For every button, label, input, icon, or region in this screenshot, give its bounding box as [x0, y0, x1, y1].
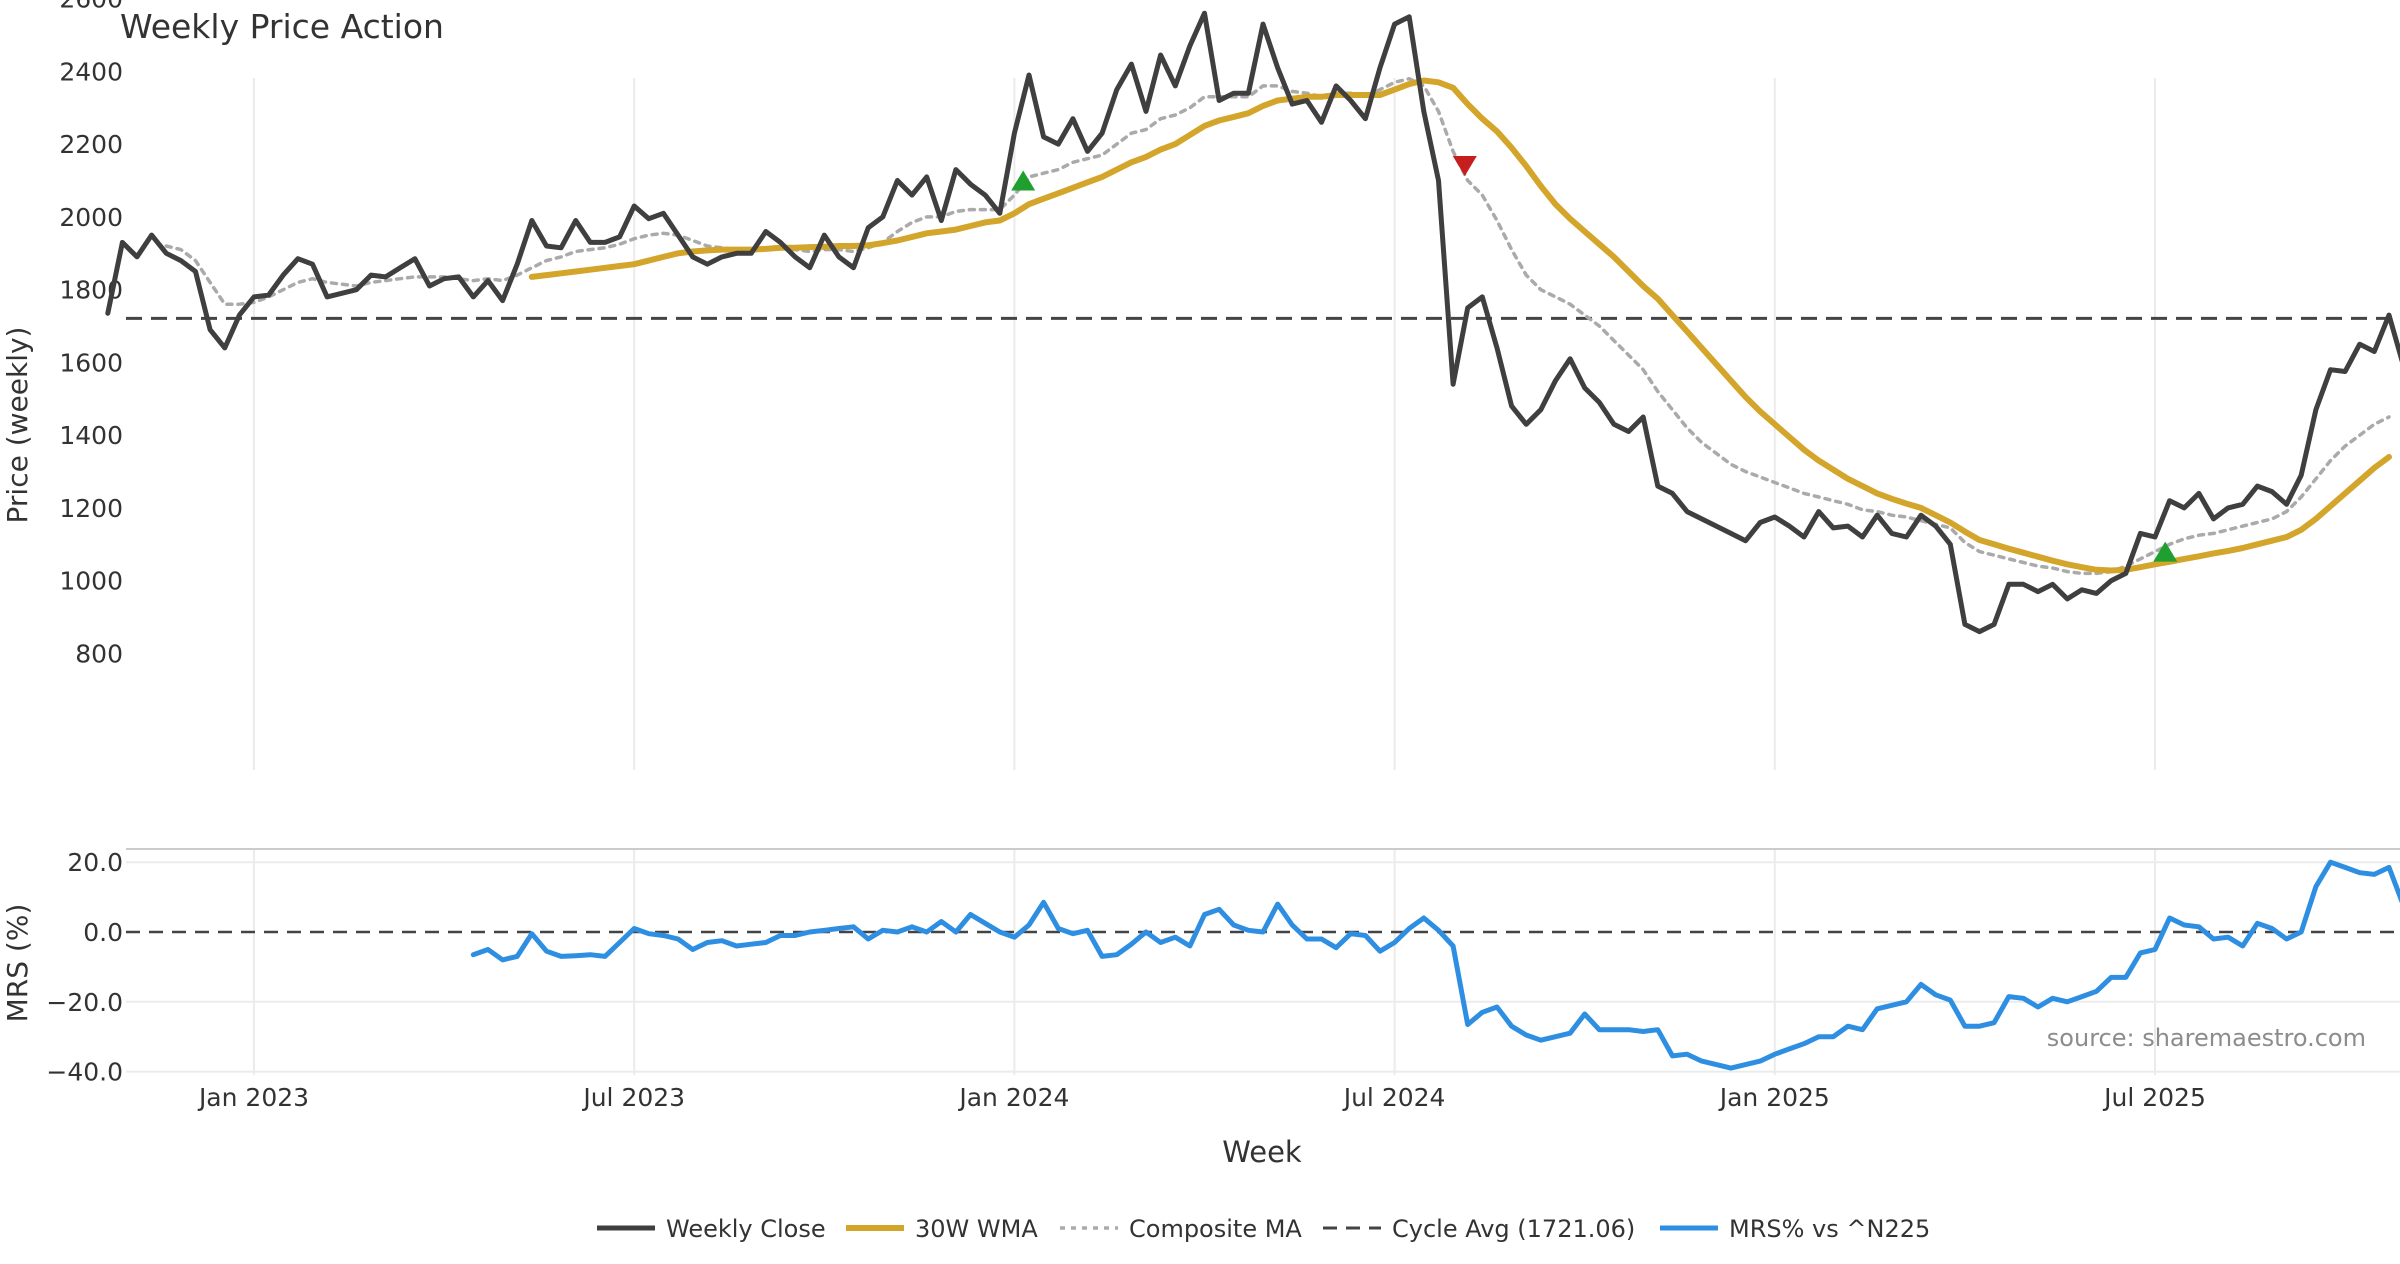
x-tick-label: Jan 2023 — [197, 1083, 309, 1112]
legend: Weekly Close 30W WMA Composite MA Cycle Avg… — [597, 1215, 1930, 1243]
legend-cycle-avg-label: Cycle Avg (1721.06) — [1392, 1215, 1635, 1243]
legend-composite-ma: Composite MA — [1060, 1215, 1302, 1243]
x-tick-label: Jan 2024 — [957, 1083, 1069, 1112]
price-tick-label: 2600 — [59, 0, 123, 14]
legend-mrs: MRS% vs ^N225 — [1660, 1215, 1930, 1243]
mrs-tick-label: 0.0 — [83, 918, 123, 947]
price-tick-label: 1400 — [59, 421, 123, 450]
mrs-tick-label: −20.0 — [46, 988, 123, 1017]
legend-mrs-label: MRS% vs ^N225 — [1729, 1215, 1930, 1243]
legend-wma-30w-label: 30W WMA — [915, 1215, 1038, 1243]
legend-weekly-close-label: Weekly Close — [666, 1215, 826, 1243]
price-tick-label: 2200 — [59, 130, 123, 159]
source-note: source: sharemaestro.com — [2047, 1024, 2366, 1052]
x-tick-label: Jul 2023 — [581, 1083, 685, 1112]
x-tick-label: Jul 2024 — [1342, 1083, 1446, 1112]
mrs-panel: 20.0 0.0 −20.0 −40.0 — [46, 848, 2400, 1087]
x-axis: Jan 2023 Jul 2023 Jan 2024 Jul 2024 Jan 2025… — [197, 1083, 2206, 1112]
chart-title: Weekly Price Action — [120, 7, 444, 46]
composite-ma-line — [164, 76, 2391, 576]
buy-signal-marker — [2153, 541, 2178, 562]
price-tick-label: 1000 — [59, 567, 123, 596]
mrs-axis-label: MRS (%) — [1, 904, 34, 1023]
price-tick-label: 800 — [75, 639, 123, 668]
legend-composite-ma-label: Composite MA — [1129, 1215, 1302, 1243]
x-tick-label: Jul 2025 — [2102, 1083, 2206, 1112]
legend-wma-30w: 30W WMA — [846, 1215, 1038, 1243]
x-axis-label: Week — [1222, 1135, 1302, 1169]
price-tick-label: 2000 — [59, 203, 123, 232]
legend-cycle-avg: Cycle Avg (1721.06) — [1323, 1215, 1635, 1243]
price-tick-label: 1600 — [59, 348, 123, 377]
mrs-line — [470, 859, 2400, 1071]
mrs-tick-label: 20.0 — [67, 848, 123, 877]
price-tick-label: 2400 — [59, 57, 123, 86]
buy-signal-marker — [1011, 170, 1036, 191]
mrs-tick-label: −40.0 — [46, 1058, 123, 1087]
sell-signal-marker — [1452, 155, 1477, 176]
weekly-close-line — [105, 10, 2400, 635]
price-axis-label: Price (weekly) — [1, 327, 34, 524]
price-panel: 800100012001400160018002000220024002600 — [59, 0, 2400, 770]
wma-30w-line — [528, 77, 2392, 574]
legend-weekly-close: Weekly Close — [597, 1215, 826, 1243]
x-tick-label: Jan 2025 — [1718, 1083, 1830, 1112]
price-tick-label: 1200 — [59, 494, 123, 523]
